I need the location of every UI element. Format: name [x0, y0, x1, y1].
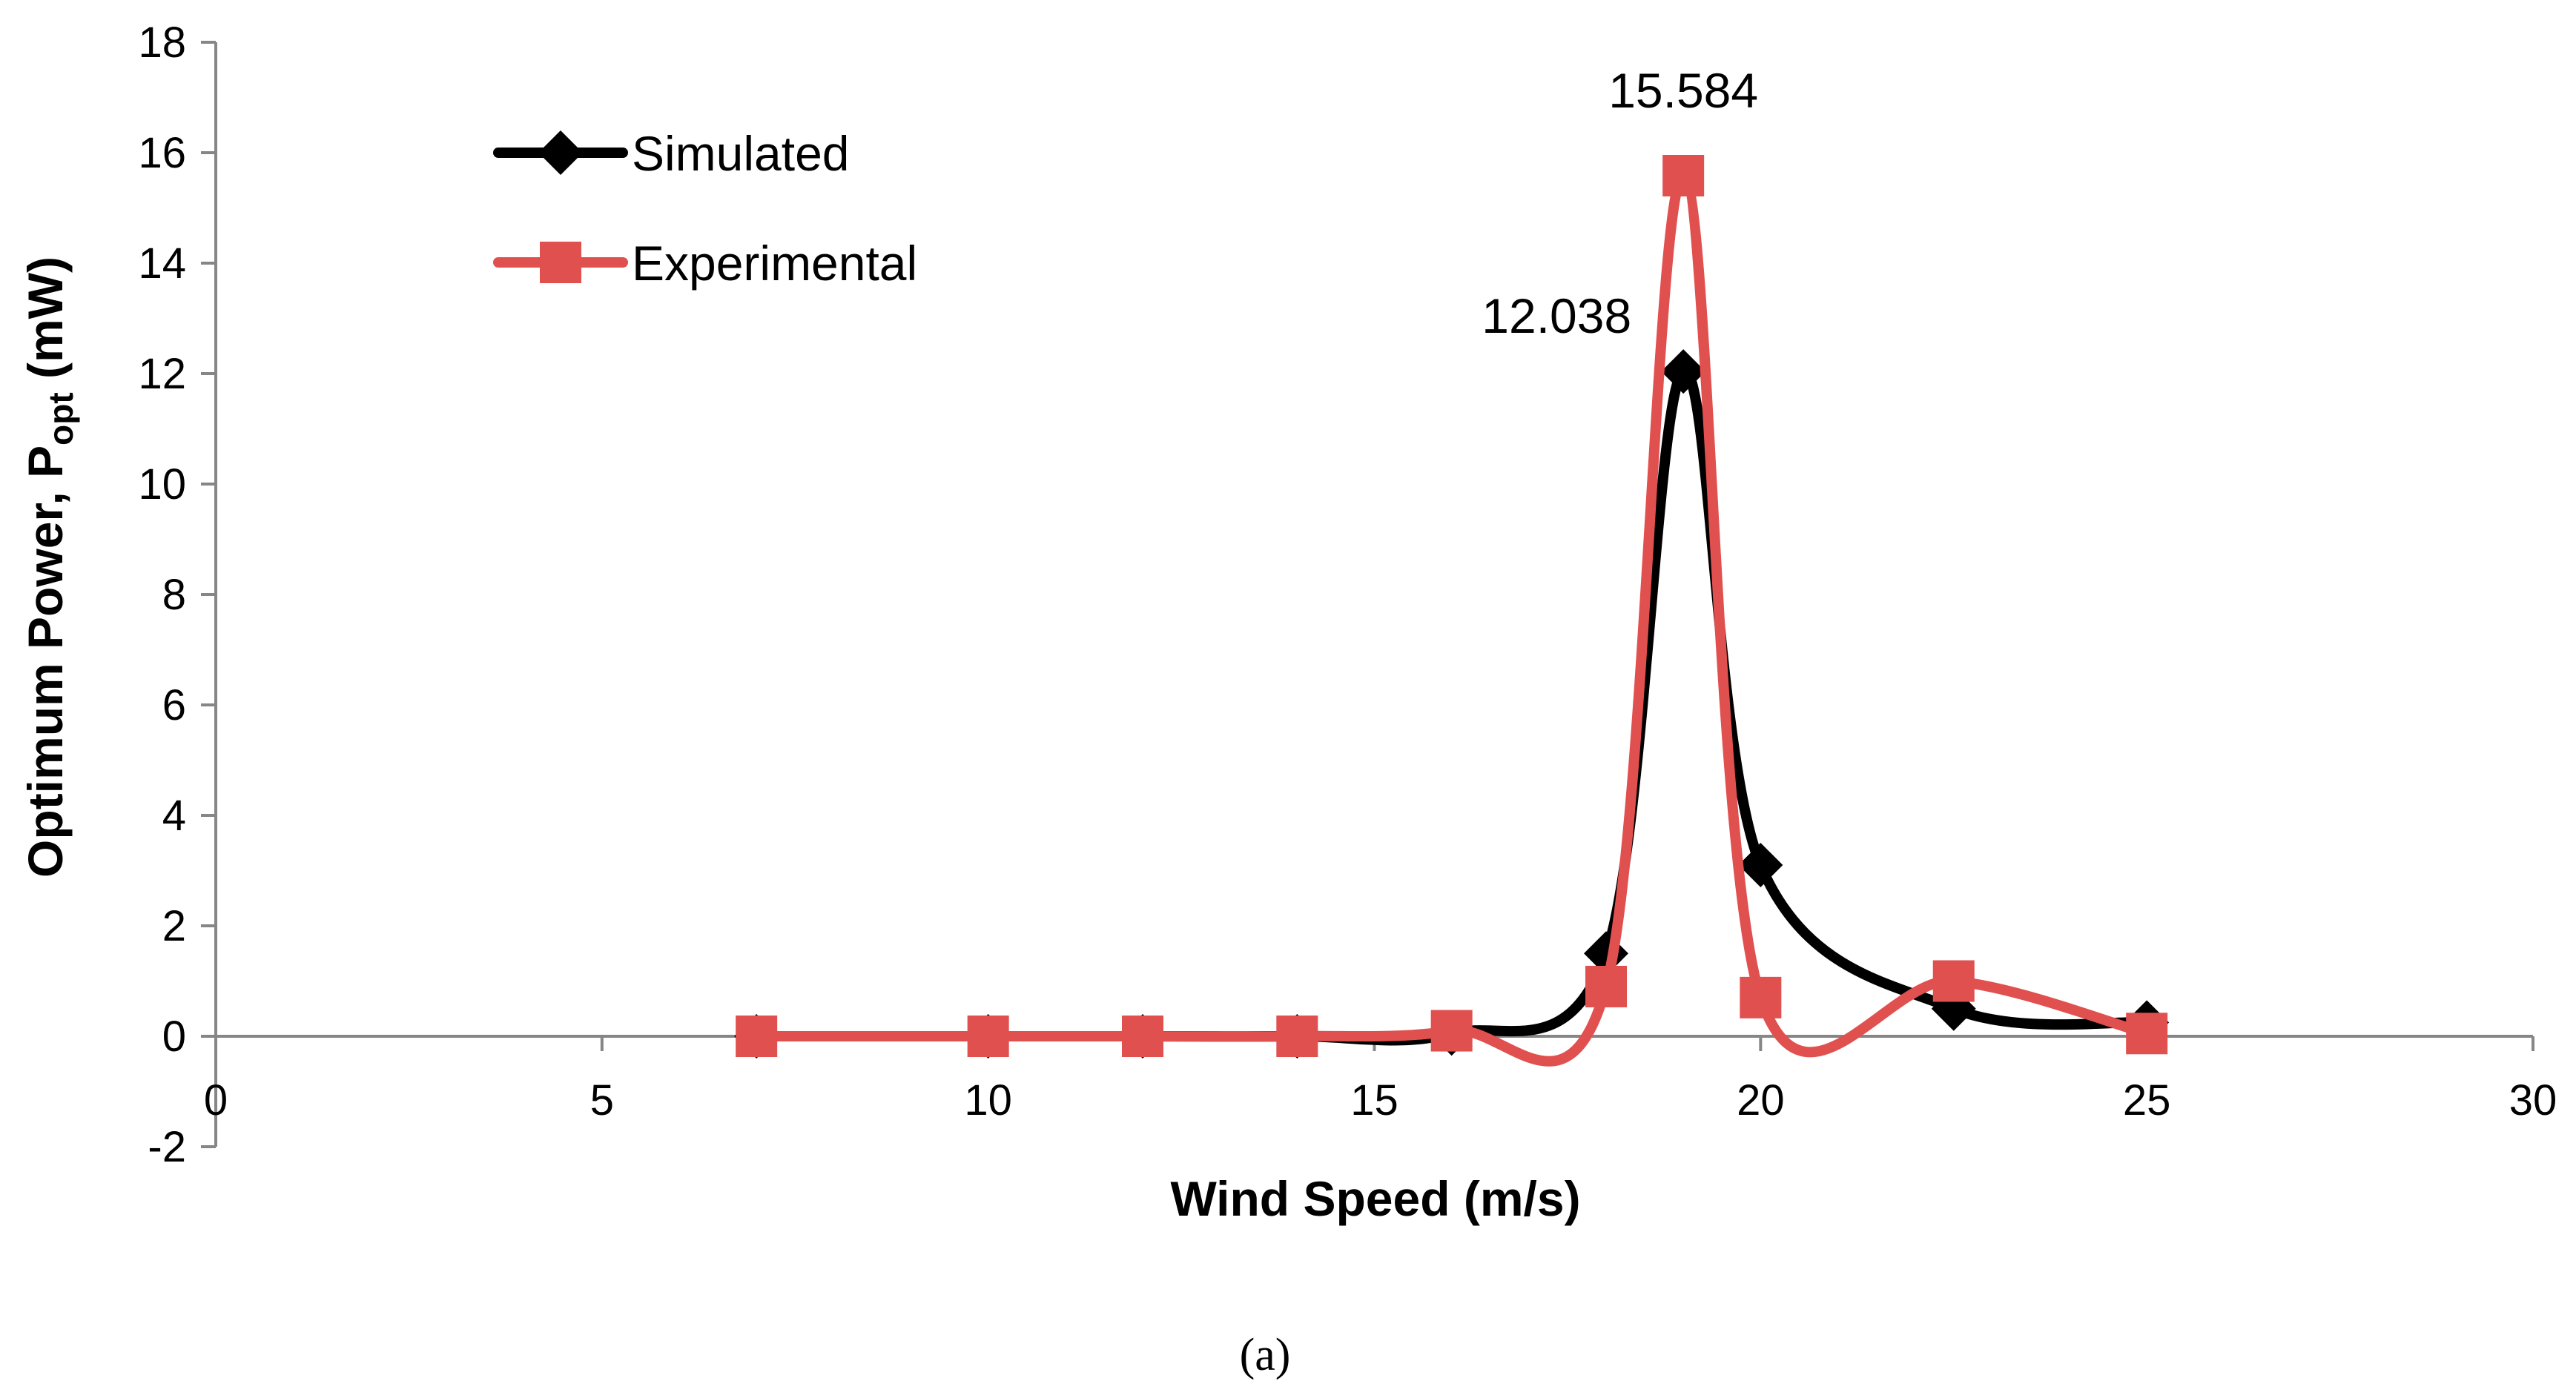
- y-axis-title-main: Optimum Power, P: [18, 445, 73, 878]
- experimental-marker: [1932, 960, 1975, 1002]
- x-tick-label: 20: [1737, 1076, 1785, 1124]
- experimental-marker: [1740, 976, 1782, 1018]
- legend-item-simulated: Simulated: [493, 126, 850, 181]
- x-axis-title: Wind Speed (m/s): [1170, 1171, 1580, 1226]
- x-tick-label: 5: [590, 1076, 614, 1124]
- y-tick-label: 0: [162, 1013, 186, 1061]
- series-layer: [734, 154, 2170, 1067]
- y-tick-label: 16: [138, 129, 186, 177]
- experimental-marker: [967, 1016, 1009, 1057]
- x-tick-label: 0: [204, 1076, 228, 1124]
- y-tick-label: 4: [162, 792, 186, 840]
- y-tick-label: -2: [148, 1123, 186, 1171]
- y-tick-label: 2: [162, 902, 186, 950]
- axes-layer: [201, 41, 2534, 1148]
- legend: Simulated Experimental: [493, 126, 917, 291]
- legend-item-experimental: Experimental: [493, 236, 917, 291]
- y-tick-label: 6: [162, 681, 186, 729]
- simulated-marker: [1738, 843, 1783, 888]
- series-simulated: [734, 349, 2170, 1059]
- experimental-line: [751, 170, 2153, 1067]
- experimental-marker: [1662, 154, 1705, 196]
- x-tick-label: 15: [1350, 1076, 1398, 1124]
- y-axis-title-subscript: opt: [42, 392, 80, 445]
- y-tick-label: 8: [162, 571, 186, 619]
- figure-caption: (a): [1240, 1330, 1291, 1380]
- legend-label: Experimental: [632, 236, 917, 291]
- x-tick-label: 10: [964, 1076, 1012, 1124]
- data-label: 15.584: [1608, 63, 1758, 118]
- y-tick-label: 12: [138, 350, 186, 398]
- experimental-marker: [736, 1016, 778, 1057]
- y-axis-title-unit: (mW): [18, 256, 73, 392]
- simulated-line: [751, 366, 2153, 1046]
- experimental-marker: [2126, 1013, 2168, 1055]
- tick-labels: -2 0 2 4 6 8 10 12 14 16 18 0 5 10 15 20 25 30: [138, 19, 2557, 1171]
- y-tick-label: 14: [138, 239, 186, 288]
- legend-swatch-marker: [540, 242, 581, 283]
- x-tick-label: 25: [2123, 1076, 2171, 1124]
- data-label: 12.038: [1482, 288, 1631, 343]
- data-labels: 15.584 12.038: [1482, 63, 1758, 343]
- experimental-marker: [1276, 1016, 1318, 1057]
- legend-label: Simulated: [632, 126, 850, 181]
- y-axis-title: Optimum Power, Popt (mW): [18, 256, 80, 878]
- experimental-marker: [1122, 1016, 1163, 1057]
- experimental-marker: [1585, 965, 1627, 1007]
- x-tick-label: 30: [2509, 1076, 2557, 1124]
- legend-swatch-marker: [538, 130, 583, 175]
- series-experimental: [736, 154, 2168, 1067]
- simulated-marker: [1661, 349, 1706, 394]
- y-tick-label: 10: [138, 460, 186, 508]
- y-tick-label: 18: [138, 19, 186, 67]
- experimental-marker: [1430, 1010, 1473, 1052]
